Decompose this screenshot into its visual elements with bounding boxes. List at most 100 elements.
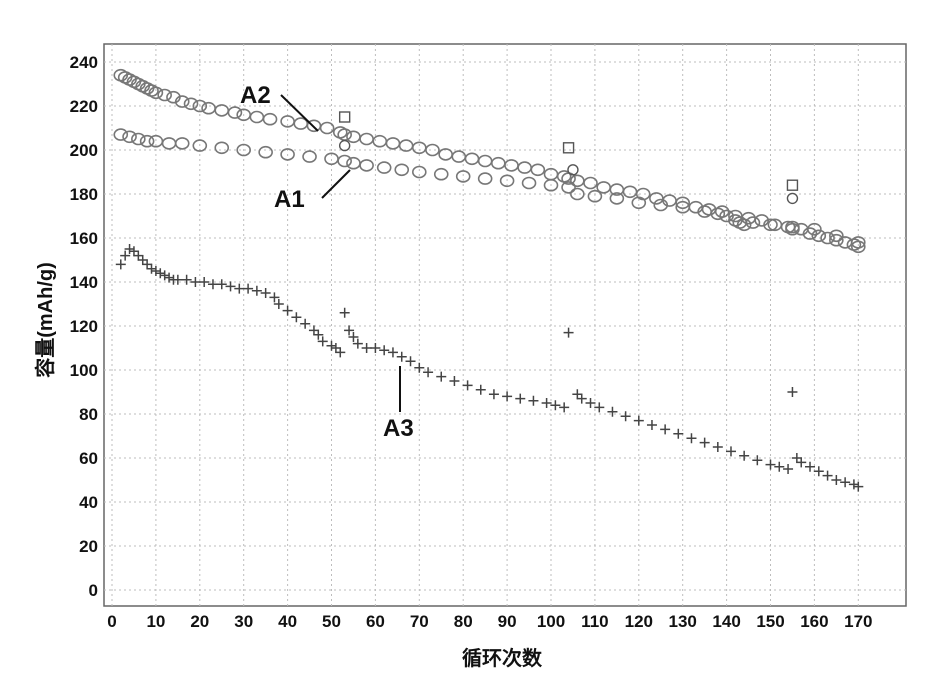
point-plus	[199, 277, 209, 287]
point-plus	[138, 255, 148, 265]
point-plus	[502, 391, 512, 401]
point-plus	[313, 330, 323, 340]
y-axis-ticks: 020406080100120140160180200220240	[70, 53, 98, 600]
point-circle	[202, 103, 215, 114]
point-circle	[386, 138, 399, 149]
x-tick-label: 140	[712, 612, 740, 631]
point-plus	[116, 259, 126, 269]
point-circle	[360, 134, 373, 145]
point-plus	[766, 460, 776, 470]
point-circle	[571, 189, 584, 200]
point-circle	[479, 156, 492, 167]
point-circle	[250, 112, 263, 123]
point-plus	[142, 259, 152, 269]
point-circle	[176, 138, 189, 149]
point-plus	[362, 343, 372, 353]
point-plus	[673, 429, 683, 439]
point-circle	[584, 178, 597, 189]
point-circle	[465, 153, 478, 164]
point-circle	[132, 134, 145, 145]
point-circle	[452, 151, 465, 162]
point-plus	[726, 446, 736, 456]
point-plus	[133, 251, 143, 261]
point-circle	[624, 186, 637, 197]
point-plus	[594, 402, 604, 412]
point-circle	[215, 142, 228, 153]
x-tick-label: 90	[498, 612, 517, 631]
point-plus	[436, 372, 446, 382]
point-plus	[792, 453, 802, 463]
point-plus	[190, 277, 200, 287]
point-plus	[344, 325, 354, 335]
point-plus	[335, 347, 345, 357]
point-plus	[147, 264, 157, 274]
series-a3	[116, 244, 864, 492]
point-plus	[164, 273, 174, 283]
x-tick-label: 70	[410, 612, 429, 631]
point-plus	[414, 363, 424, 373]
y-tick-label: 200	[70, 141, 98, 160]
point-circle	[531, 164, 544, 175]
point-plus	[423, 367, 433, 377]
y-tick-label: 40	[79, 493, 98, 512]
annotation-a1: A1	[274, 170, 350, 213]
point-plus	[515, 394, 525, 404]
x-tick-label: 100	[537, 612, 565, 631]
point-open-circle	[787, 193, 797, 203]
point-circle	[259, 147, 272, 158]
point-circle	[492, 158, 505, 169]
point-plus	[774, 462, 784, 472]
point-plus	[840, 477, 850, 487]
point-plus	[234, 284, 244, 294]
point-plus	[823, 471, 833, 481]
point-plus	[274, 299, 284, 309]
point-circle	[347, 158, 360, 169]
x-tick-label: 160	[800, 612, 828, 631]
point-circle	[264, 114, 277, 125]
point-plus	[550, 400, 560, 410]
point-circle	[650, 193, 663, 204]
point-plus	[814, 466, 824, 476]
point-plus	[853, 482, 863, 492]
point-plus	[388, 347, 398, 357]
point-circle	[378, 162, 391, 173]
point-circle	[571, 175, 584, 186]
point-plus	[542, 398, 552, 408]
point-circle	[821, 233, 834, 244]
point-plus	[129, 246, 139, 256]
x-tick-label: 130	[669, 612, 697, 631]
x-tick-label: 120	[625, 612, 653, 631]
point-square	[340, 112, 350, 122]
point-plus	[120, 251, 130, 261]
y-tick-label: 140	[70, 273, 98, 292]
point-plus	[348, 332, 358, 342]
y-tick-label: 160	[70, 229, 98, 248]
point-circle	[347, 131, 360, 142]
point-plus	[318, 336, 328, 346]
point-circle	[158, 90, 171, 101]
point-circle	[114, 129, 127, 140]
point-plus	[182, 275, 192, 285]
point-plus	[160, 270, 170, 280]
series-a1	[114, 129, 865, 248]
point-circle	[338, 129, 351, 140]
point-plus	[686, 433, 696, 443]
point-circle	[413, 142, 426, 153]
point-plus	[577, 394, 587, 404]
point-circle	[303, 151, 316, 162]
point-plus	[787, 387, 797, 397]
point-plus	[217, 279, 227, 289]
x-tick-label: 20	[190, 612, 209, 631]
point-plus	[397, 352, 407, 362]
point-circle	[479, 173, 492, 184]
point-plus	[572, 389, 582, 399]
point-plus	[713, 442, 723, 452]
point-plus	[370, 343, 380, 353]
point-plus	[739, 451, 749, 461]
point-plus	[621, 411, 631, 421]
point-circle	[435, 169, 448, 180]
point-square	[564, 143, 574, 153]
point-open-circle	[568, 165, 578, 175]
